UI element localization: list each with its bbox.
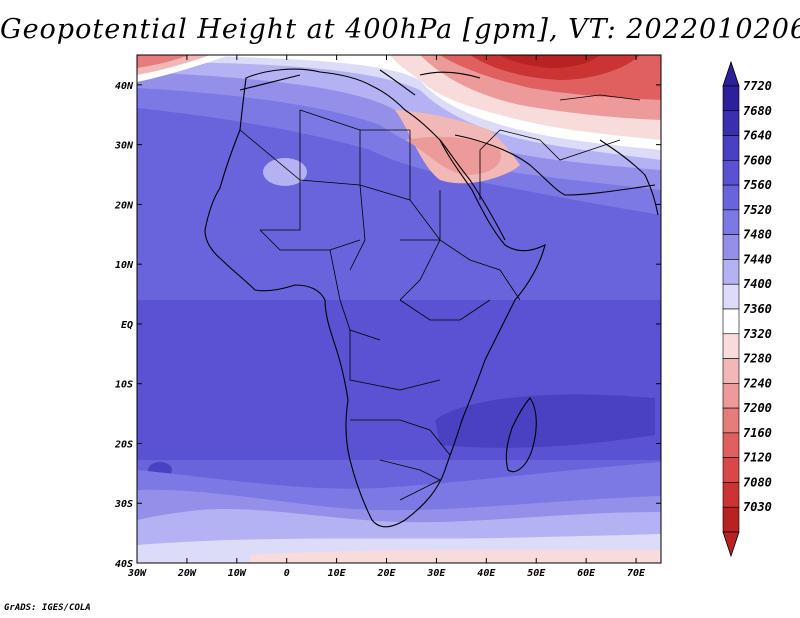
colorbar-label: 7280 <box>743 352 772 366</box>
lat-tick-label: 10S <box>115 380 133 391</box>
lat-tick-label: 40S <box>115 559 133 570</box>
colorbar-label: 7200 <box>743 401 772 415</box>
colorbar-swatch <box>722 234 740 260</box>
colorbar-top-arrow <box>722 60 740 87</box>
colorbar-swatch <box>722 358 740 384</box>
lat-tick-label: 30S <box>114 499 133 510</box>
india-coast <box>599 139 659 216</box>
colorbar-swatch <box>722 482 740 508</box>
lon-tick-label: 60E <box>577 568 596 579</box>
madagascar-coastline <box>505 397 537 473</box>
colorbar-label: 7400 <box>743 277 772 291</box>
colorbar-label: 7480 <box>743 228 772 242</box>
lon-tick-label: 70E <box>627 568 646 579</box>
lat-tick-label: 20S <box>114 439 133 450</box>
lat-tick-label: 20N <box>114 200 134 211</box>
lat-tick-label: 40N <box>115 81 134 92</box>
colorbar-swatch <box>722 383 740 409</box>
colorbar-label: 7520 <box>743 203 772 217</box>
colorbar-label: 7120 <box>743 451 772 465</box>
lat-tick-label: 30N <box>114 141 134 152</box>
lat-tick-label: EQ <box>121 320 133 331</box>
colorbar-label: 7680 <box>743 104 772 118</box>
height-field <box>137 55 661 563</box>
lon-tick-label: 20W <box>177 568 197 579</box>
lon-tick-label: 0 <box>284 568 290 579</box>
lon-tick-label: 10W <box>228 568 247 579</box>
arabia-coast <box>454 134 656 196</box>
colorbar-label: 7160 <box>743 426 772 440</box>
grads-credit: GrADS: IGES/COLA <box>4 603 91 613</box>
europe-coast <box>239 69 481 96</box>
colorbar-label: 7080 <box>743 475 772 489</box>
colorbar-label: 7560 <box>743 178 772 192</box>
lon-tick-label: 40E <box>477 568 496 579</box>
ne-low-core <box>500 55 600 68</box>
egypt-arabia-ridge-2 <box>405 136 501 175</box>
band-7320-south <box>250 549 661 563</box>
colorbar-swatch <box>722 259 740 285</box>
colorbar-label: 7640 <box>743 129 772 143</box>
colorbar-label: 7360 <box>743 302 772 316</box>
map-title: Geopotential Height at 400hPa [gpm], VT:… <box>0 14 800 45</box>
colorbar-bottom-arrow <box>722 531 740 558</box>
lat-tick-label: 10N <box>115 260 134 271</box>
colorbar-label: 7240 <box>743 376 772 390</box>
colorbar-label: 7720 <box>743 79 772 93</box>
lon-tick-label: 50E <box>527 568 546 579</box>
nw-low-core <box>137 55 190 68</box>
colorbar-label: 7440 <box>743 252 772 266</box>
colorbar-swatch <box>722 506 740 533</box>
colorbar-swatch <box>722 407 740 434</box>
colorbar-swatch <box>722 432 740 458</box>
country-borders <box>239 94 641 501</box>
colorbar-label: 7320 <box>743 327 772 341</box>
colorbar-label: 7600 <box>743 153 772 167</box>
lon-tick-label: 30W <box>127 568 147 579</box>
map-frame <box>136 54 662 564</box>
colorbar-swatch <box>722 110 740 136</box>
lon-tick-label: 10E <box>328 568 347 579</box>
axis-ticks: 30W 20W 10W 0 10E 20E 30E 40E 50E 60E 70E 40N 30N 20N… <box>114 55 661 579</box>
colorbar-swatch <box>722 85 740 112</box>
colorbar-label: 7030 <box>743 500 772 514</box>
colorbar-swatch <box>722 333 740 359</box>
colorbar: 7720 7680 7640 7600 7560 7520 7480 7440 7400 7360… <box>722 60 772 558</box>
colorbar-swatch <box>722 135 740 161</box>
colorbar-swatch <box>722 184 740 211</box>
lon-tick-label: 30E <box>426 568 446 579</box>
colorbar-swatch <box>722 209 740 235</box>
colorbar-swatch <box>722 160 740 186</box>
coastlines <box>204 68 659 528</box>
sahara-high <box>263 158 307 186</box>
indian-ocean-high <box>435 394 655 448</box>
lon-tick-label: 20E <box>376 568 396 579</box>
colorbar-swatch <box>722 457 740 483</box>
colorbar-swatch <box>722 308 740 335</box>
red-sea-coast <box>439 139 506 241</box>
colorbar-swatch <box>722 283 740 310</box>
